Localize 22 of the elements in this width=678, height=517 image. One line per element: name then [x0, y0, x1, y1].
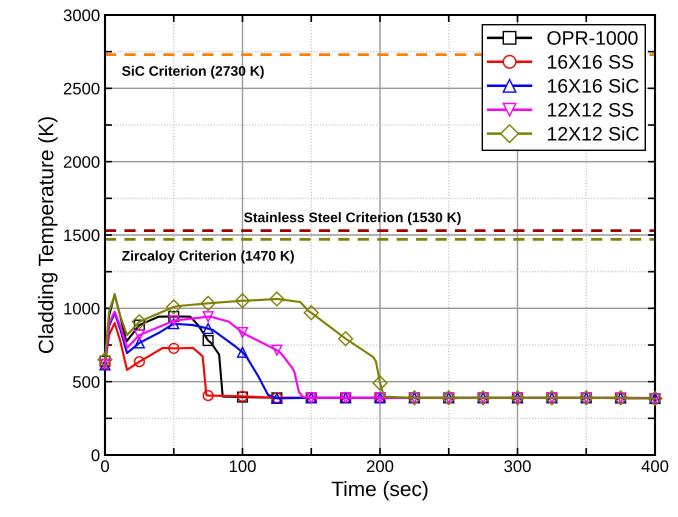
ref-line-label: Zircaloy Criterion (1470 K) — [122, 250, 294, 264]
x-axis-title: Time (sec) — [332, 480, 428, 500]
y-tick-label: 0 — [92, 449, 100, 462]
ref-line-label: Stainless Steel Criterion (1530 K) — [244, 212, 461, 226]
x-tick-label: 200 — [366, 460, 394, 472]
y-axis-title: Cladding Temperature (K) — [38, 117, 58, 354]
legend-label: 16X16 SiC — [548, 78, 639, 93]
x-tick-label: 0 — [101, 460, 109, 472]
y-tick-label: 1000 — [64, 302, 100, 315]
x-tick-label: 300 — [504, 460, 531, 472]
y-tick-label: 3000 — [64, 9, 100, 22]
legend-label: 12X12 SS — [548, 102, 634, 117]
x-tick-label: 100 — [230, 460, 256, 472]
ref-line-label: SiC Criterion (2730 K) — [122, 66, 264, 79]
y-tick-label: 2000 — [64, 156, 100, 168]
legend-label: 12X12 SiC — [548, 126, 639, 141]
y-tick-label: 500 — [73, 376, 100, 388]
x-tick-label: 400 — [641, 460, 668, 472]
y-tick-label: 2500 — [64, 82, 100, 95]
legend-label: OPR-1000 — [547, 31, 638, 45]
y-tick-label: 1500 — [64, 229, 100, 242]
legend-label: 16X16 SS — [548, 55, 634, 69]
